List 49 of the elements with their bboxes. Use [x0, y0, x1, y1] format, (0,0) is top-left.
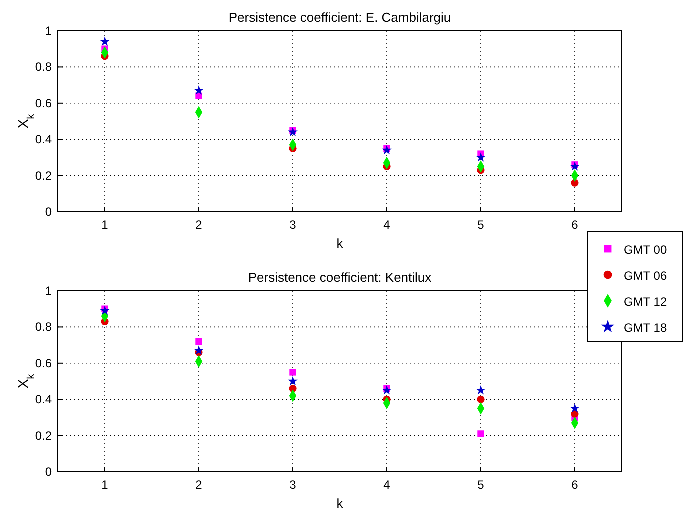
chart-title: Persistence coefficient: Kentilux: [248, 270, 432, 285]
x-axis-title: k: [336, 236, 344, 251]
y-tick-label: 0.6: [35, 96, 52, 110]
x-tick-label: 5: [478, 478, 485, 492]
x-tick-label: 2: [196, 218, 203, 232]
point: [570, 162, 580, 171]
point: [196, 92, 202, 100]
point: [196, 338, 202, 346]
point: [288, 127, 298, 137]
legend-label: GMT 12: [624, 295, 668, 309]
point: [194, 86, 204, 95]
point: [100, 306, 110, 316]
point: [476, 152, 486, 162]
y-tick-label: 0.6: [35, 356, 52, 370]
y-tick-label: 0: [45, 205, 52, 219]
x-tick-label: 1: [102, 218, 109, 232]
x-tick-label: 1: [102, 478, 109, 492]
point: [288, 376, 298, 386]
point: [476, 385, 486, 395]
x-tick-label: 5: [478, 218, 485, 232]
chart-title: Persistence coefficient: E. Cambilargiu: [228, 10, 452, 25]
point: [478, 430, 484, 438]
y-tick-label: 0.2: [35, 168, 52, 183]
x-tick-label: 3: [290, 478, 297, 492]
y-tick-label: 0: [45, 465, 52, 479]
y-tick-label: 0.2: [35, 428, 52, 443]
x-axis-title: k: [336, 496, 344, 511]
y-tick-label: 0.4: [35, 392, 52, 407]
y-tick-label: 0.8: [35, 60, 52, 74]
x-tick-label: 4: [384, 218, 391, 232]
point: [382, 145, 392, 155]
y-tick-label: 1: [45, 284, 52, 298]
legend-label: GMT 06: [624, 269, 668, 283]
point: [290, 369, 296, 376]
x-tick-label: 3: [290, 218, 297, 232]
x-tick-label: 2: [196, 478, 203, 492]
legend-label: GMT 18: [624, 321, 668, 335]
point: [382, 385, 392, 395]
point: [194, 346, 204, 355]
y-tick-label: 1: [45, 24, 52, 38]
legend-label: GMT 00: [624, 243, 668, 257]
point: [100, 36, 110, 46]
x-tick-label: 6: [572, 478, 579, 492]
x-tick-label: 6: [572, 218, 579, 232]
x-tick-label: 4: [384, 478, 391, 492]
y-tick-label: 0.8: [35, 320, 52, 334]
point: [477, 396, 485, 404]
y-tick-label: 0.4: [35, 132, 52, 147]
point: [570, 403, 580, 413]
